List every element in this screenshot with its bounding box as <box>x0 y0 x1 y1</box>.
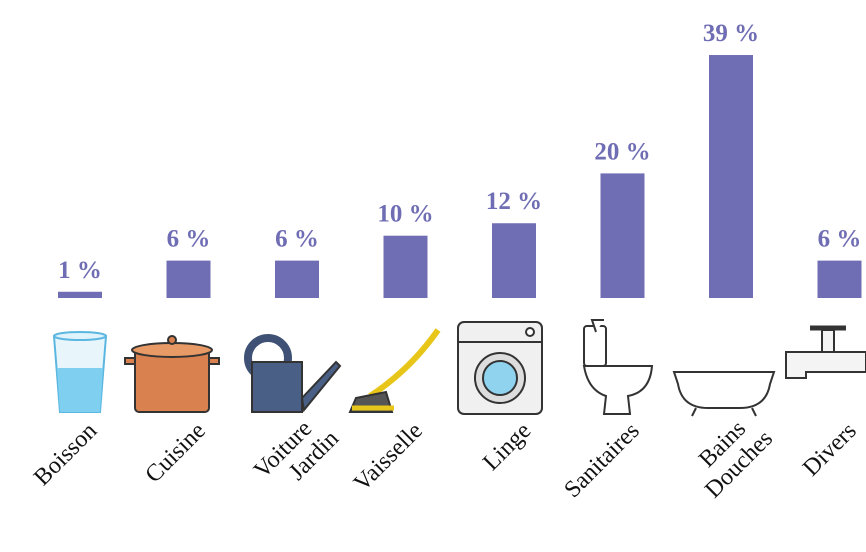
bar <box>492 223 536 298</box>
faucet-icon <box>785 325 866 379</box>
value-label: 6 % <box>275 226 319 253</box>
category-label: Vaisselle <box>349 418 428 497</box>
bar <box>58 291 102 298</box>
value-label: 39 % <box>703 20 759 47</box>
value-label: 20 % <box>594 138 650 165</box>
pot-icon <box>124 335 220 413</box>
bathtub-icon <box>672 371 776 417</box>
value-label: 12 % <box>486 188 542 215</box>
icons <box>52 319 866 417</box>
value-label: 6 % <box>167 226 211 253</box>
category-label: Linge <box>478 418 536 476</box>
bar <box>817 260 862 298</box>
bar <box>383 235 428 298</box>
category-label: Divers <box>798 418 862 482</box>
brush-icon <box>348 328 441 413</box>
value-label: 1 % <box>58 257 102 284</box>
category-line: Linge <box>478 418 536 476</box>
toilet-icon <box>582 319 654 415</box>
bar <box>275 260 319 298</box>
value-label: 6 % <box>818 226 862 253</box>
category-line: Sanitaires <box>559 418 644 503</box>
category-label: VoitureJardin <box>249 407 344 502</box>
category-label: BainsDouches <box>682 407 778 503</box>
category-line: Boisson <box>29 418 102 491</box>
glass-icon <box>52 331 108 413</box>
category-line: Cuisine <box>140 418 210 488</box>
bar <box>166 260 211 298</box>
bar <box>600 173 645 298</box>
watering-can-icon <box>244 334 342 413</box>
bar <box>709 55 753 298</box>
category-line: Divers <box>798 418 862 482</box>
washing-machine-icon <box>457 321 543 415</box>
category-label: Boisson <box>29 418 102 491</box>
value-label: 10 % <box>377 201 433 228</box>
category-line: Vaisselle <box>349 418 428 497</box>
category-label: Sanitaires <box>559 418 644 503</box>
category-label: Cuisine <box>140 418 210 488</box>
